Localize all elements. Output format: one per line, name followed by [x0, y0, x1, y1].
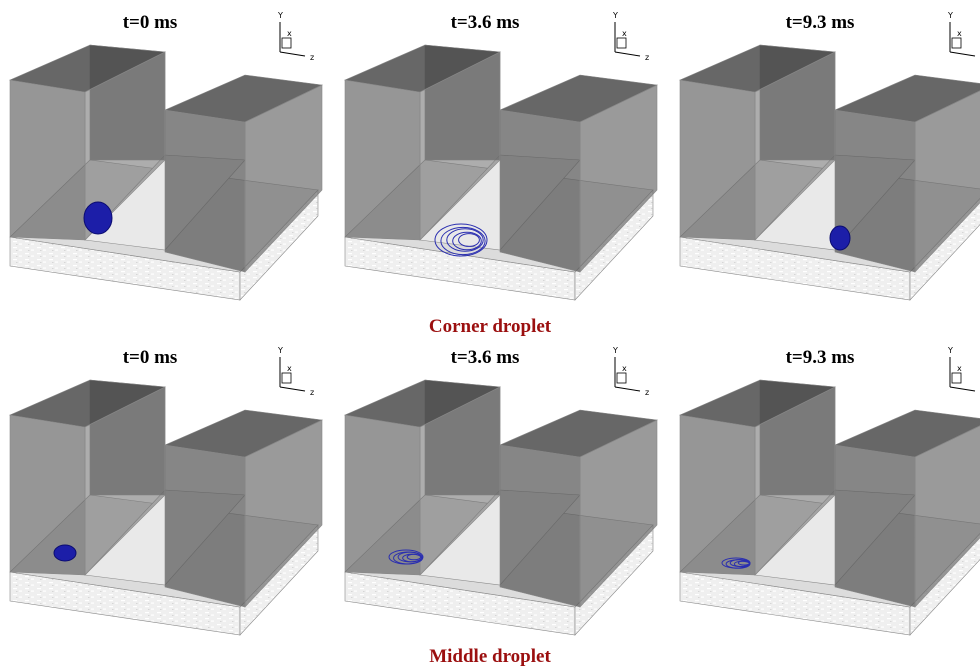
block-front	[345, 415, 420, 575]
axis-cube	[952, 373, 961, 383]
block-front	[345, 80, 420, 240]
figure: Corner droplet Middle droplet t=0 msYxzt…	[0, 0, 980, 667]
panel: t=3.6 ms Yx z	[345, 346, 657, 635]
axis-label: x	[622, 29, 627, 38]
axis-label: x	[622, 364, 627, 373]
time-label: t=0 ms	[123, 12, 178, 33]
axis-label: Y	[277, 346, 283, 355]
block-front	[835, 110, 915, 272]
axis-cube	[282, 38, 291, 48]
time-label: t=9.3 ms	[786, 12, 855, 33]
droplet	[830, 226, 850, 250]
axis-line	[615, 387, 640, 391]
block-front	[500, 445, 580, 607]
axis-label: Y	[947, 11, 953, 20]
time-label: t=0 ms	[123, 347, 178, 368]
block-front	[165, 110, 245, 272]
panel: t=3.6 ms Yx z	[345, 11, 657, 300]
axis-cube	[617, 373, 626, 383]
axis-label: x	[287, 29, 292, 38]
block-front	[680, 80, 755, 240]
axis-line	[615, 52, 640, 56]
time-label: t=3.6 ms	[451, 347, 520, 368]
axis-line	[280, 52, 305, 56]
axis-label: z	[645, 53, 649, 62]
axis-cube	[617, 38, 626, 48]
axis-label: Y	[612, 11, 618, 20]
axis-label: x	[957, 364, 962, 373]
axis-line	[950, 387, 975, 391]
axis-cube	[282, 373, 291, 383]
axis-label: Y	[277, 11, 283, 20]
axis-label: Y	[947, 346, 953, 355]
axis-label: Y	[612, 346, 618, 355]
droplet	[84, 202, 112, 234]
axis-label: z	[310, 388, 314, 397]
axis-line	[280, 387, 305, 391]
caption: Corner droplet	[429, 316, 552, 337]
block-front	[500, 110, 580, 272]
droplet	[54, 545, 76, 561]
axis-label: x	[287, 364, 292, 373]
block-front	[680, 415, 755, 575]
axis-cube	[952, 38, 961, 48]
time-label: t=3.6 ms	[451, 12, 520, 33]
time-label: t=9.3 ms	[786, 347, 855, 368]
axis-line	[950, 52, 975, 56]
axis-label: z	[645, 388, 649, 397]
axis-label: x	[957, 29, 962, 38]
block-front	[10, 80, 85, 240]
panel: t=0 ms Yx z	[10, 11, 322, 300]
caption: Middle droplet	[429, 646, 551, 667]
block-front	[835, 445, 915, 607]
block-front	[165, 445, 245, 607]
panel: t=0 ms Yx z	[10, 346, 322, 635]
axis-label: z	[310, 53, 314, 62]
